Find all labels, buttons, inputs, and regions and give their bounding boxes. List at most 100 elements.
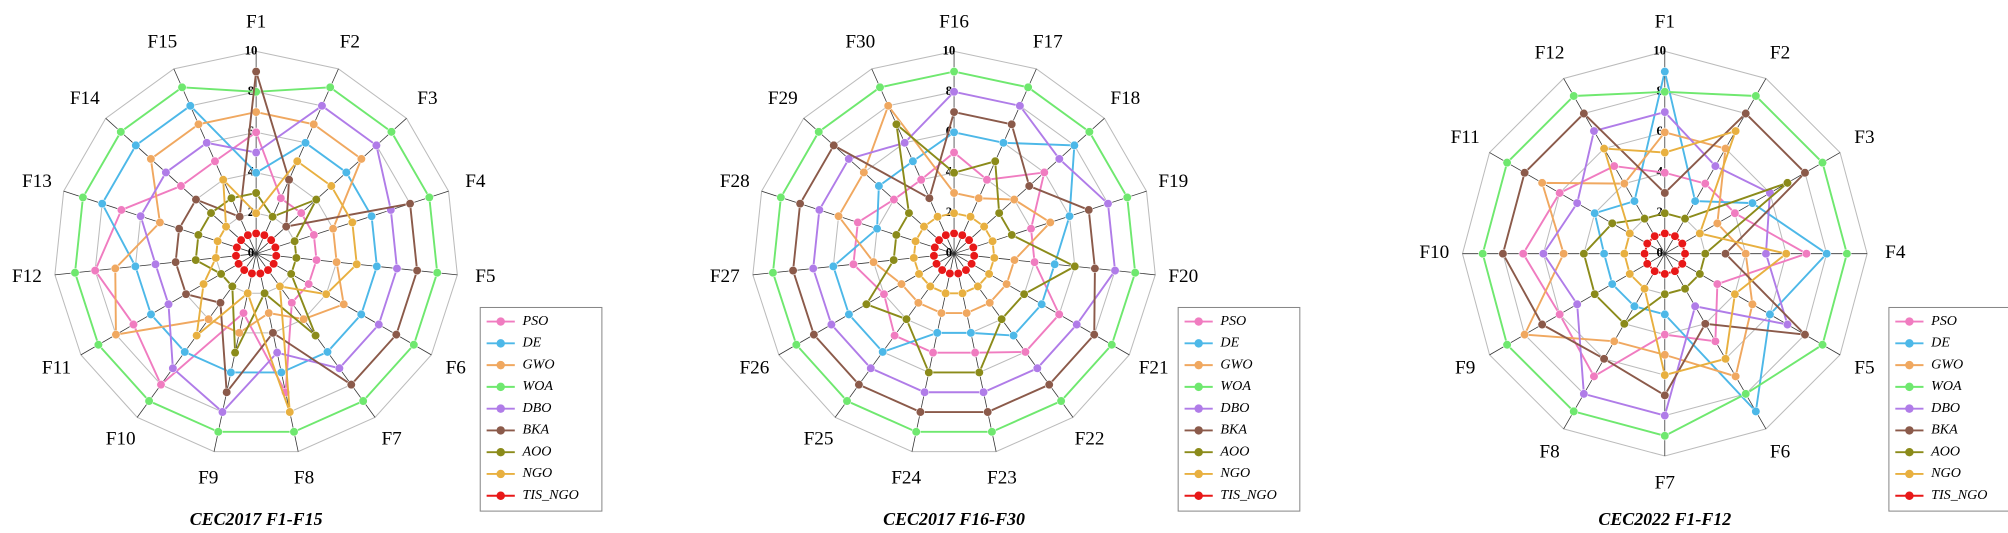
marker (890, 331, 900, 341)
legend-marker (496, 426, 505, 435)
legend-label: WOA (1931, 378, 1962, 394)
axis-label: F10 (106, 429, 136, 450)
marker (859, 167, 869, 177)
marker (1640, 214, 1650, 224)
marker (1818, 158, 1827, 168)
marker (915, 407, 925, 417)
marker (136, 211, 146, 221)
marker (268, 328, 278, 338)
marker (1590, 208, 1600, 218)
marker (1800, 168, 1810, 178)
legend-label: AOO (1219, 443, 1249, 459)
chart-title: CEC2017 F1-F15 (190, 509, 323, 529)
marker (1122, 192, 1132, 202)
marker (911, 427, 921, 437)
marker (356, 309, 366, 319)
marker (405, 199, 415, 209)
marker (842, 396, 852, 406)
marker (1009, 331, 1019, 341)
marker (374, 320, 384, 329)
marker (155, 217, 165, 227)
marker (392, 264, 402, 273)
marker (1721, 249, 1730, 259)
axis-label: F20 (1168, 266, 1198, 287)
marker (1569, 406, 1579, 416)
series-line (792, 110, 1096, 413)
marker (966, 212, 975, 222)
r-tick-label: 10 (245, 43, 258, 57)
marker (1069, 140, 1079, 150)
marker (924, 367, 934, 377)
axis-label: F9 (1455, 357, 1475, 378)
marker (210, 156, 220, 166)
marker (284, 175, 294, 185)
marker (879, 289, 889, 299)
marker (424, 192, 434, 202)
marker (829, 140, 839, 150)
marker (412, 266, 422, 276)
legend-marker (1905, 339, 1914, 348)
marker (1660, 107, 1670, 117)
axis-label: F6 (1770, 442, 1791, 463)
marker (1751, 91, 1761, 101)
series-line (74, 86, 439, 433)
marker (1781, 249, 1791, 259)
marker (174, 224, 184, 234)
marker (116, 205, 126, 215)
marker (924, 193, 934, 203)
marker (1642, 259, 1652, 269)
marker (1599, 249, 1609, 259)
marker (332, 257, 342, 267)
marker (339, 299, 349, 309)
marker (1039, 167, 1049, 177)
r-tick-label: 6 (1656, 124, 1663, 138)
marker (932, 259, 942, 269)
marker (391, 330, 401, 340)
marker (1660, 370, 1670, 380)
legend-label: TIS_NGO (1931, 487, 1987, 503)
marker (161, 167, 171, 177)
marker (341, 167, 351, 177)
marker (263, 265, 273, 275)
marker (1572, 299, 1582, 309)
marker (987, 427, 997, 437)
legend-marker (1194, 382, 1203, 392)
marker (1680, 214, 1690, 224)
marker (144, 396, 154, 406)
marker (941, 288, 951, 298)
marker (768, 268, 778, 278)
marker (1084, 127, 1094, 137)
legend-label: WOA (1220, 378, 1251, 394)
marker (275, 281, 285, 291)
marker (874, 181, 884, 191)
marker (1032, 363, 1042, 373)
series-line (139, 104, 398, 414)
r-tick-label: 2 (248, 205, 254, 219)
marker (1660, 411, 1670, 421)
marker (432, 268, 442, 278)
marker (247, 269, 257, 278)
marker (974, 193, 984, 203)
marker (97, 199, 107, 209)
marker (988, 236, 998, 246)
marker (1020, 347, 1030, 357)
marker (326, 181, 336, 191)
marker (925, 281, 935, 291)
legend-marker (1905, 360, 1914, 370)
marker (828, 261, 838, 271)
series-line (912, 212, 996, 295)
marker (1072, 320, 1082, 329)
r-tick-label: 2 (946, 205, 952, 219)
marker (226, 193, 236, 203)
marker (131, 140, 141, 150)
marker (1590, 289, 1600, 299)
marker (869, 257, 879, 267)
marker (111, 330, 121, 340)
marker (239, 265, 249, 275)
marker (932, 328, 942, 338)
marker (984, 269, 994, 279)
marker (386, 127, 396, 137)
marker (199, 279, 209, 289)
axis-label: F4 (1885, 242, 1906, 263)
r-tick-label: 8 (946, 84, 952, 98)
